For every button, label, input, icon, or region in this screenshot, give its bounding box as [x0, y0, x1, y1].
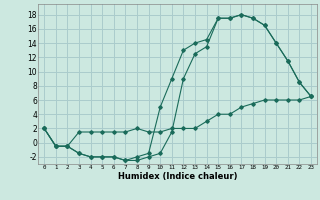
X-axis label: Humidex (Indice chaleur): Humidex (Indice chaleur): [118, 172, 237, 181]
